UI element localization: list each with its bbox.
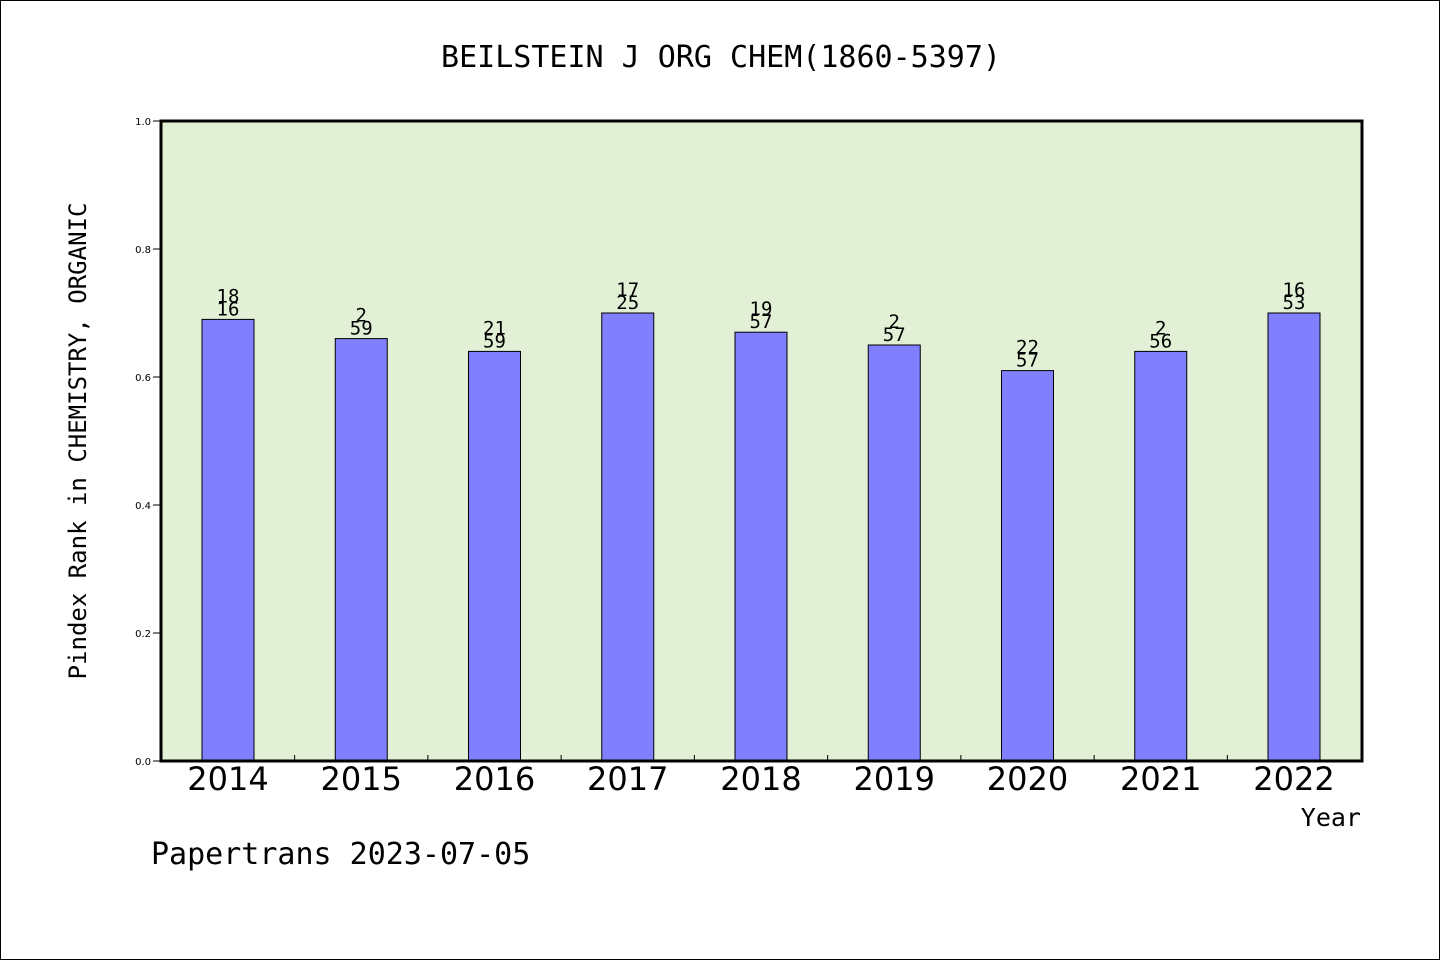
x-axis-label: Year [1301,803,1361,832]
bar-label-2014-1: 18 [217,285,240,307]
x-tick-label-2021: 2021 [1120,760,1201,798]
bar-label-2022-1: 16 [1283,279,1306,301]
bar-label-2014-2: 16 [217,298,240,320]
bar-2021 [1134,350,1188,762]
y-axis-label: Pindex Rank in CHEMISTRY, ORGANIC [64,203,92,680]
bar-2022 [1267,312,1321,762]
y-tick-label: 0.0 [135,757,151,768]
chart-title: BEILSTEIN J ORG CHEM(1860-5397) [441,40,1001,75]
y-tick-label: 0.6 [135,373,151,384]
bar-label-2019-2: 57 [883,324,906,346]
x-ticks-layer: 2014 2015 2016 2017 2018 2019 2020 2021 2022 [187,755,1335,798]
bar-label-2015-1: 2 [356,305,367,327]
bar-2019 [867,344,921,762]
bar-2018 [734,331,788,762]
x-tick-label-2014: 2014 [187,760,268,798]
plot-border [159,119,1364,763]
bar-2016 [468,350,521,762]
bar-label-2018-2: 57 [750,311,773,333]
bar-label-2015-2: 59 [350,318,373,340]
x-tick-label-2017: 2017 [587,760,668,798]
bar-label-2016-1: 21 [483,317,506,339]
bar-2017 [601,312,655,762]
footer-credit: Papertrans 2023-07-05 [151,837,530,872]
y-ticks-layer: 0.0 0.2 0.4 0.6 0.8 1.0 [135,117,161,768]
bar-label-2018-1: 19 [750,298,773,320]
bar-2020 [1001,370,1054,762]
bars-layer [201,312,1321,762]
x-tick-label-2015: 2015 [321,760,402,798]
x-tick-label-2019: 2019 [854,760,935,798]
bar-2015 [334,338,388,762]
x-tick-label-2020: 2020 [987,760,1068,798]
y-tick-label: 0.8 [135,245,151,256]
bar-label-2021-1: 2 [1155,317,1166,339]
bar-label-2017-2: 25 [616,292,639,314]
bar-label-2016-2: 59 [483,330,506,352]
bar-label-2021-2: 56 [1149,330,1172,352]
x-tick-label-2016: 2016 [454,760,535,798]
bar-label-2020-2: 57 [1016,350,1039,372]
bar-2014 [201,318,255,762]
bar-label-2017-1: 17 [616,279,639,301]
y-tick-label: 1.0 [135,117,151,128]
y-tick-label: 0.2 [135,629,151,640]
bar-label-2022-2: 53 [1283,292,1306,314]
x-tick-label-2018: 2018 [720,760,801,798]
bar-label-2020-1: 22 [1016,337,1039,359]
y-tick-label: 0.4 [135,501,151,512]
bar-label-2019-1: 2 [889,311,900,333]
x-tick-label-2022: 2022 [1253,760,1334,798]
